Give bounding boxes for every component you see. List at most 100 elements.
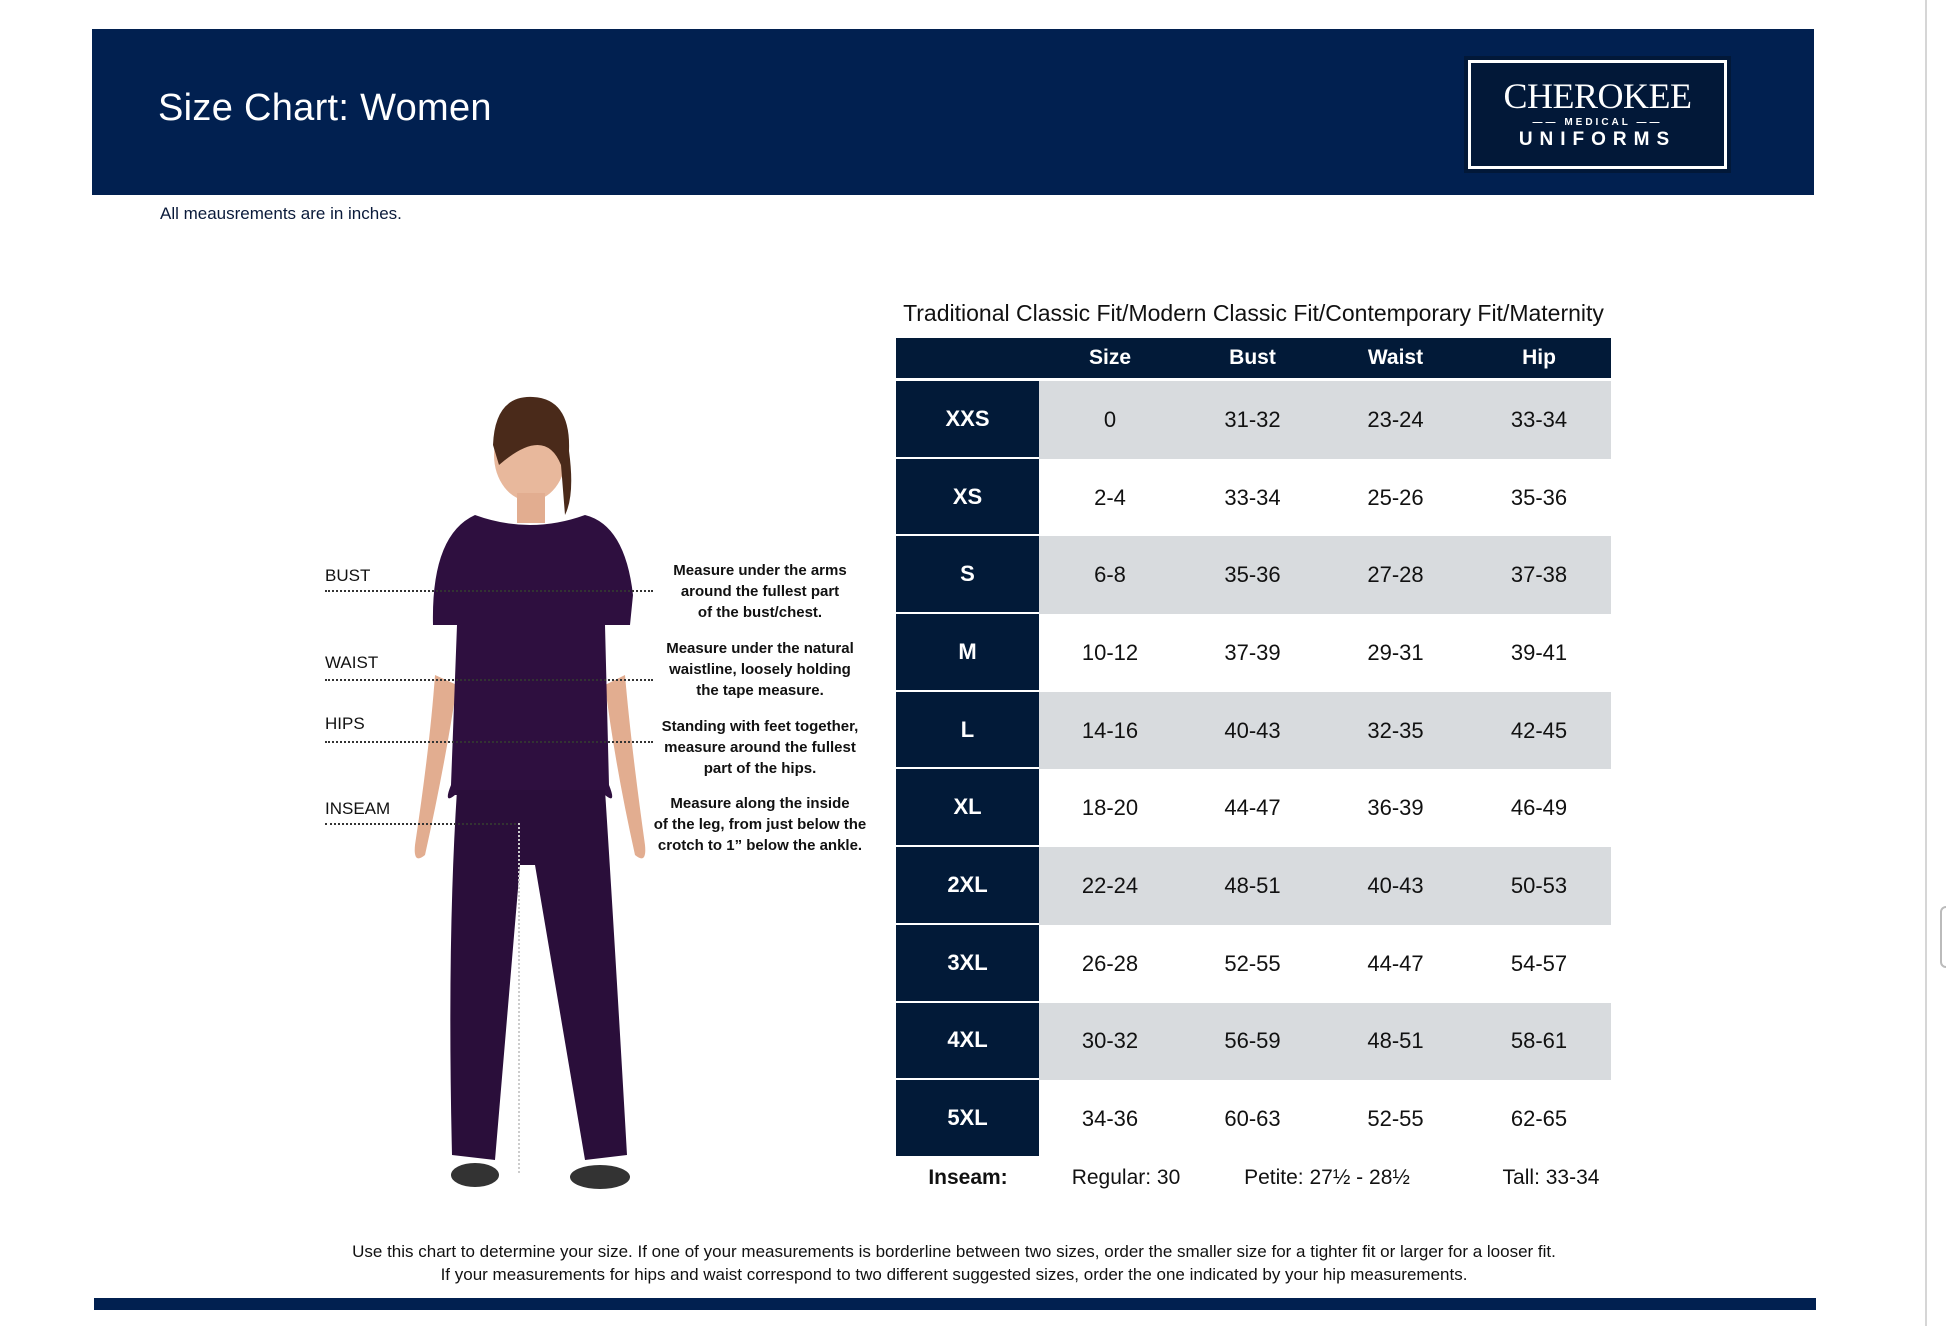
cell-bust: 56-59 xyxy=(1181,1002,1324,1081)
cell-size: 30-32 xyxy=(1039,1002,1181,1081)
cell-waist: 23-24 xyxy=(1324,381,1467,459)
logo-line3: UNIFORMS xyxy=(1518,129,1677,150)
cell-bust: 33-34 xyxy=(1224,484,1281,510)
cell-bust: 44-47 xyxy=(1224,795,1281,821)
cell-bust: 37-39 xyxy=(1224,639,1281,665)
table-row: 4XL 30-32 56-59 48-51 58-61 xyxy=(896,1002,1611,1081)
cell-waist: 25-26 xyxy=(1367,484,1424,510)
model-figure-image xyxy=(414,396,646,1189)
waist-guide-line xyxy=(325,679,653,681)
bust-guide-line xyxy=(325,590,653,592)
cell-hip: 39-41 xyxy=(1510,639,1568,665)
cell-hip: 62-65 xyxy=(1510,1106,1568,1132)
cell-waist: 52-55 xyxy=(1367,1106,1424,1132)
cell-waist: 48-51 xyxy=(1324,1002,1467,1081)
cell-bust: 60-63 xyxy=(1224,1106,1281,1132)
row-size-label: S xyxy=(896,536,1039,615)
header-cell-blank xyxy=(896,338,1039,378)
cell-size: 0 xyxy=(1039,381,1181,459)
inseam-guide-line xyxy=(325,823,520,825)
cell-hip: 33-34 xyxy=(1467,381,1611,459)
row-size-label: L xyxy=(896,691,1039,770)
cell-hip: 46-49 xyxy=(1510,795,1568,821)
inseam-row: Inseam: Regular: 30 Petite: 27½ - 28½ Ta… xyxy=(896,1166,1611,1202)
row-size-label: 4XL xyxy=(896,1002,1039,1081)
table-row: S 6-8 35-36 27-28 37-38 xyxy=(896,536,1611,615)
waist-description: Measure under the natural waistline, loos… xyxy=(666,640,854,699)
inseam-petite: Petite: 27½ - 28½ xyxy=(1244,1166,1410,1189)
cell-size: 6-8 xyxy=(1039,536,1181,615)
row-size-label: 5XL xyxy=(896,1080,1039,1158)
row-size-label: XL xyxy=(896,769,1039,848)
table-title: Traditional Classic Fit/Modern Classic F… xyxy=(903,300,1604,326)
cell-size: 18-20 xyxy=(1081,795,1139,821)
row-size-label: 2XL xyxy=(896,847,1039,925)
cell-waist: 27-28 xyxy=(1324,536,1467,615)
cell-size: 34-36 xyxy=(1081,1106,1139,1132)
row-size-label: XXS xyxy=(896,381,1039,459)
cell-hip: 58-61 xyxy=(1467,1002,1611,1081)
scrollbar-handle[interactable] xyxy=(1940,906,1946,968)
header-bust: Bust xyxy=(1229,346,1276,369)
table-row: M 10-12 37-39 29-31 39-41 xyxy=(896,614,1611,692)
header-banner: Size Chart: Women CHEROKEE —— MEDICAL ——… xyxy=(92,29,1814,195)
cell-hip: 50-53 xyxy=(1467,847,1611,925)
cell-hip: 37-38 xyxy=(1467,536,1611,615)
row-size-label: M xyxy=(896,614,1039,692)
footer-line-1: Use this chart to determine your size. I… xyxy=(352,1242,1556,1261)
bottom-bar xyxy=(94,1298,1816,1310)
cell-size: 22-24 xyxy=(1039,847,1181,925)
units-note: All meausrements are in inches. xyxy=(160,204,402,223)
table-row: 5XL 34-36 60-63 52-55 62-65 xyxy=(896,1080,1611,1158)
cell-waist: 32-35 xyxy=(1324,691,1467,770)
table-row: L 14-16 40-43 32-35 42-45 xyxy=(896,691,1611,770)
inseam-regular: Regular: 30 xyxy=(1071,1166,1181,1189)
header-waist: Waist xyxy=(1367,346,1424,369)
cell-size: 2-4 xyxy=(1094,484,1126,510)
cell-bust: 35-36 xyxy=(1181,536,1324,615)
bust-label: BUST xyxy=(325,566,371,585)
cell-waist: 40-43 xyxy=(1324,847,1467,925)
bust-description: Measure under the arms around the fullest… xyxy=(673,562,847,621)
cell-size: 10-12 xyxy=(1081,639,1139,665)
table-row: 2XL 22-24 48-51 40-43 50-53 xyxy=(896,847,1611,925)
cell-bust: 48-51 xyxy=(1181,847,1324,925)
cell-waist: 36-39 xyxy=(1367,795,1424,821)
header-hip: Hip xyxy=(1522,346,1556,369)
table-row: XXS 0 31-32 23-24 33-34 xyxy=(896,381,1611,459)
inseam-label: INSEAM xyxy=(325,799,391,818)
waist-label: WAIST xyxy=(325,653,379,672)
cell-hip: 35-36 xyxy=(1510,484,1568,510)
cell-hip: 54-57 xyxy=(1510,950,1568,976)
hips-label: HIPS xyxy=(325,714,365,733)
inseam-row-label: Inseam: xyxy=(928,1166,1008,1189)
cell-bust: 40-43 xyxy=(1181,691,1324,770)
inseam-vertical-guide xyxy=(518,823,520,1173)
footer-line-2: If your measurements for hips and waist … xyxy=(440,1265,1468,1284)
cell-hip: 42-45 xyxy=(1467,691,1611,770)
cell-size: 14-16 xyxy=(1039,691,1181,770)
cell-waist: 29-31 xyxy=(1367,639,1424,665)
hips-guide-line xyxy=(325,741,653,743)
scrollbar-track[interactable] xyxy=(1925,0,1927,1326)
cell-bust: 31-32 xyxy=(1181,381,1324,459)
logo-line1: CHEROKEE xyxy=(1503,76,1693,116)
page-title: Size Chart: Women xyxy=(158,87,492,129)
inseam-tall: Tall: 33-34 xyxy=(1502,1166,1600,1189)
header-size: Size xyxy=(1088,346,1132,369)
hips-description: Standing with feet together, measure arou… xyxy=(661,718,859,777)
row-size-label: XS xyxy=(896,458,1039,537)
table-header-row: Size Bust Waist Hip xyxy=(896,338,1611,378)
row-size-label: 3XL xyxy=(896,924,1039,1003)
cell-size: 26-28 xyxy=(1081,950,1139,976)
table-row: 3XL 26-28 52-55 44-47 54-57 xyxy=(896,924,1611,1003)
size-table: Size Bust Waist Hip XXS 0 31-32 23-24 33-34 X… xyxy=(896,338,1611,1158)
cell-waist: 44-47 xyxy=(1367,950,1424,976)
inseam-description: Measure along the inside of the leg, from… xyxy=(653,795,867,854)
cherokee-logo: CHEROKEE —— MEDICAL —— UNIFORMS xyxy=(1468,60,1727,169)
footer-note: Use this chart to determine your size. I… xyxy=(0,1240,1908,1286)
table-row: XS 2-4 33-34 25-26 35-36 xyxy=(896,458,1611,537)
logo-line2: —— MEDICAL —— xyxy=(1532,117,1663,128)
cell-bust: 52-55 xyxy=(1224,950,1281,976)
table-row: XL 18-20 44-47 36-39 46-49 xyxy=(896,769,1611,848)
